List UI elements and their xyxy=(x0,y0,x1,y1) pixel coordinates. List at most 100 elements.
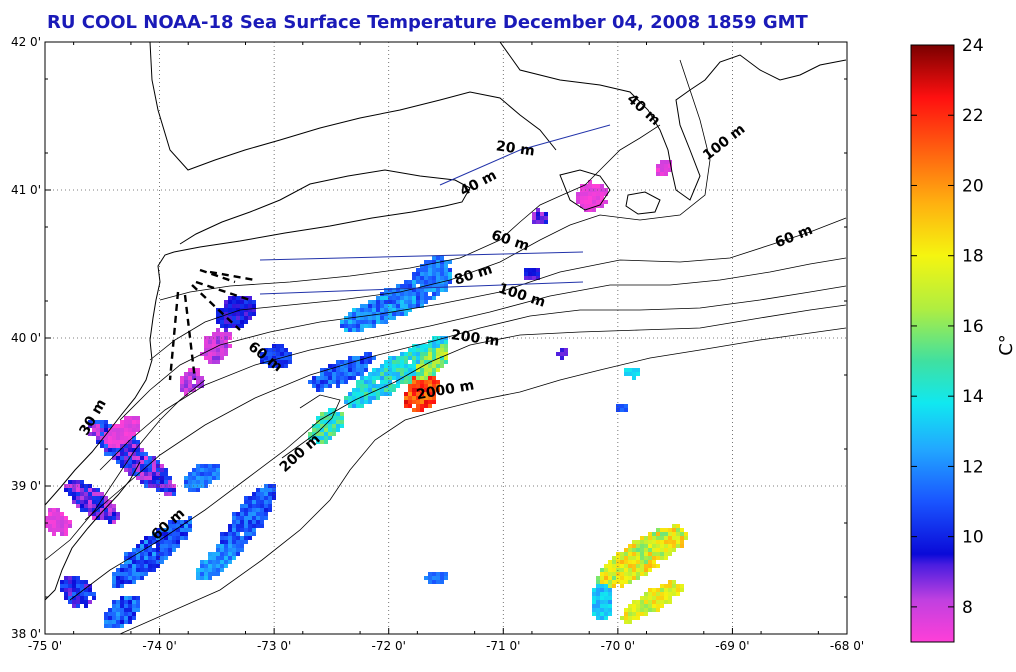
sst-pixel xyxy=(140,460,144,464)
sst-pixel xyxy=(352,368,356,372)
sst-pixel xyxy=(96,440,100,444)
sst-pixel xyxy=(388,292,392,296)
sst-pixel xyxy=(100,432,104,436)
sst-pixel xyxy=(116,452,120,456)
sst-pixel xyxy=(232,316,236,320)
sst-pixel xyxy=(408,300,412,304)
sst-pixel xyxy=(116,436,120,440)
sst-pixel xyxy=(244,320,248,324)
sst-pixel xyxy=(356,368,360,372)
sst-pixel xyxy=(256,512,260,516)
sst-pixel xyxy=(144,568,148,572)
sst-pixel xyxy=(356,308,360,312)
sst-pixel xyxy=(100,444,104,448)
sst-pixel xyxy=(224,324,228,328)
sst-pixel xyxy=(172,532,176,536)
sst-pixel xyxy=(268,500,272,504)
sst-pixel xyxy=(88,512,92,516)
sst-pixel xyxy=(112,580,116,584)
sst-pixel xyxy=(128,576,132,580)
sst-pixel xyxy=(340,360,344,364)
sst-pixel xyxy=(64,524,68,528)
sst-pixel xyxy=(124,580,128,584)
sst-pixel xyxy=(324,376,328,380)
sst-pixel xyxy=(124,560,128,564)
sst-pixel xyxy=(208,472,212,476)
sst-pixel xyxy=(72,500,76,504)
sst-pixel xyxy=(160,472,164,476)
sst-pixel xyxy=(108,448,112,452)
sst-pixel xyxy=(256,520,260,524)
sst-pixel xyxy=(400,312,404,316)
sst-pixel xyxy=(176,520,180,524)
sst-pixel xyxy=(192,476,196,480)
sst-pixel xyxy=(120,568,124,572)
sst-pixel xyxy=(120,460,124,464)
sst-pixel xyxy=(208,476,212,480)
sst-pixel xyxy=(356,356,360,360)
sst-pixel xyxy=(180,376,184,380)
sst-pixel xyxy=(356,372,360,376)
sst-pixel xyxy=(112,612,116,616)
sst-pixel xyxy=(132,576,136,580)
sst-pixel xyxy=(208,344,212,348)
sst-pixel xyxy=(400,288,404,292)
sst-pixel xyxy=(232,304,236,308)
sst-pixel xyxy=(220,544,224,548)
sst-pixel xyxy=(128,564,132,568)
sst-pixel xyxy=(220,556,224,560)
sst-pixel xyxy=(228,532,232,536)
sst-pixel xyxy=(208,352,212,356)
sst-pixel xyxy=(64,596,68,600)
sst-pixel xyxy=(100,424,104,428)
sst-pixel xyxy=(144,480,148,484)
sst-pixel xyxy=(164,544,168,548)
sst-pixel xyxy=(120,428,124,432)
sst-pixel xyxy=(104,496,108,500)
sst-pixel xyxy=(340,372,344,376)
sst-pixel xyxy=(404,280,408,284)
sst-pixel xyxy=(112,452,116,456)
sst-pixel xyxy=(404,296,408,300)
sst-pixel xyxy=(84,508,88,512)
sst-pixel xyxy=(244,508,248,512)
sst-pixel xyxy=(212,344,216,348)
sst-pixel xyxy=(104,512,108,516)
sst-pixel xyxy=(280,364,284,368)
sst-pixel xyxy=(96,436,100,440)
sst-pixel xyxy=(220,540,224,544)
sst-pixel xyxy=(136,604,140,608)
sst-pixel xyxy=(212,332,216,336)
sst-pixel xyxy=(140,468,144,472)
sst-pixel xyxy=(45,520,48,524)
sst-pixel xyxy=(120,584,124,588)
sst-pixel xyxy=(172,540,176,544)
sst-pixel xyxy=(152,480,156,484)
sst-pixel xyxy=(120,448,124,452)
sst-pixel xyxy=(348,376,352,380)
sst-pixel xyxy=(232,524,236,528)
sst-pixel xyxy=(172,520,176,524)
sst-pixel xyxy=(328,376,332,380)
sst-pixel xyxy=(204,576,208,580)
sst-pixel xyxy=(144,468,148,472)
sst-pixel xyxy=(240,300,244,304)
sst-pixel xyxy=(220,340,224,344)
sst-pixel xyxy=(204,352,208,356)
sst-pixel xyxy=(80,492,84,496)
sst-pixel xyxy=(196,372,200,376)
sst-pixel xyxy=(132,604,136,608)
sst-pixel xyxy=(204,340,208,344)
sst-pixel xyxy=(124,436,128,440)
sst-pixel xyxy=(224,320,228,324)
sst-pixel xyxy=(244,316,248,320)
sst-pixel xyxy=(48,512,52,516)
sst-pixel xyxy=(380,308,384,312)
sst-pixel xyxy=(88,508,92,512)
sst-pixel xyxy=(396,296,400,300)
sst-pixel xyxy=(92,592,96,596)
sst-pixel xyxy=(400,304,404,308)
sst-pixel xyxy=(320,380,324,384)
sst-pixel xyxy=(108,620,112,624)
sst-pixel xyxy=(156,476,160,480)
